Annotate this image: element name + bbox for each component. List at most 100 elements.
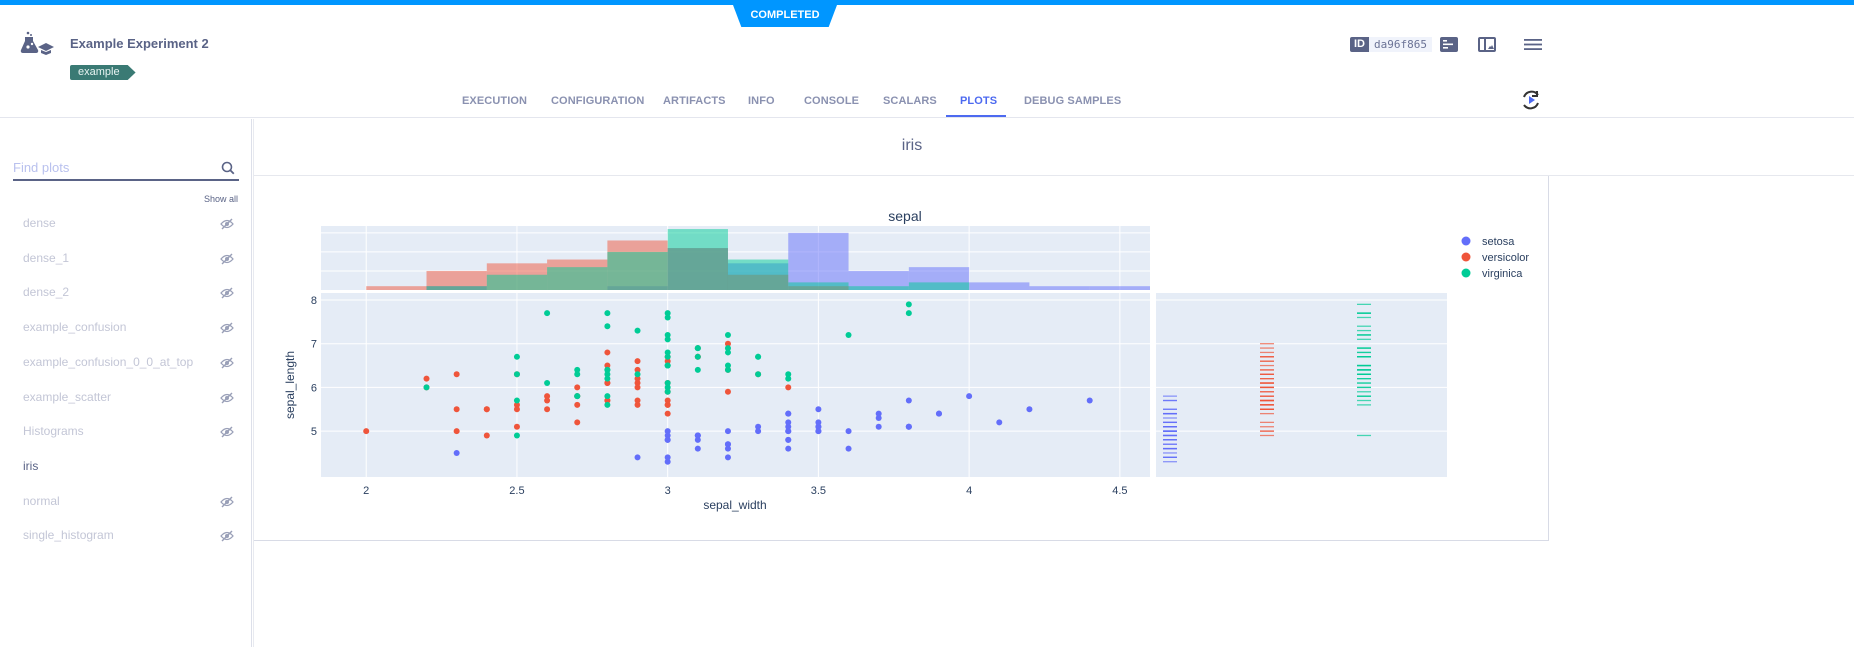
- eye-off-icon[interactable]: [220, 218, 234, 230]
- scatter-point-versicolor: [363, 428, 370, 435]
- auto-refresh-icon[interactable]: [1520, 89, 1542, 111]
- histogram-bar-setosa: [1029, 286, 1090, 290]
- scatter-point-versicolor: [785, 384, 792, 391]
- eye-off-icon[interactable]: [220, 426, 234, 438]
- scatter-point-setosa: [815, 419, 822, 426]
- scatter-point-setosa: [724, 454, 731, 461]
- eye-off-icon[interactable]: [220, 392, 234, 404]
- tab-artifacts[interactable]: ARTIFACTS: [663, 95, 726, 107]
- sidebar-item-dense_2[interactable]: dense_2: [23, 285, 70, 300]
- scatter-point-virginica: [513, 397, 520, 404]
- scatter-point-virginica: [574, 366, 581, 373]
- scatter-point-virginica: [604, 310, 611, 317]
- tab-info[interactable]: INFO: [748, 95, 775, 107]
- scatter-point-setosa: [785, 423, 792, 430]
- sidebar-item-example_confusion[interactable]: example_confusion: [23, 320, 127, 335]
- status-bar: [0, 0, 1854, 5]
- eye-off-icon[interactable]: [220, 253, 234, 265]
- tab-configuration[interactable]: CONFIGURATION: [551, 95, 645, 107]
- eye-off-icon[interactable]: [220, 322, 234, 334]
- scatter-point-versicolor: [544, 393, 551, 400]
- sidebar-item-dense[interactable]: dense: [23, 216, 56, 230]
- sidebar-item-iris[interactable]: iris: [23, 458, 39, 473]
- scatter-point-virginica: [664, 314, 671, 321]
- scatter-point-setosa: [453, 449, 460, 456]
- eye-off-icon[interactable]: [220, 357, 234, 369]
- scatter-point-virginica: [724, 331, 731, 338]
- tab-scalars[interactable]: SCALARS: [883, 95, 937, 107]
- scatter-point-setosa: [724, 428, 731, 435]
- scatter-point-versicolor: [513, 423, 520, 430]
- scatter-point-virginica: [423, 384, 430, 391]
- layout-icon[interactable]: [1478, 37, 1496, 52]
- menu-icon[interactable]: [1524, 37, 1542, 52]
- scatter-point-setosa: [694, 445, 701, 452]
- legend-marker-versicolor: [1461, 252, 1471, 262]
- scatter-point-virginica: [574, 371, 581, 378]
- scatter-point-versicolor: [724, 340, 731, 347]
- scatter-point-virginica: [694, 345, 701, 352]
- scatter-point-setosa: [694, 436, 701, 443]
- eye-off-icon[interactable]: [220, 496, 234, 508]
- legend-label-virginica[interactable]: virginica: [1482, 268, 1523, 280]
- id-label: ID: [1350, 37, 1369, 52]
- scatter-point-versicolor: [664, 401, 671, 408]
- show-all-link[interactable]: Show all: [204, 194, 239, 204]
- search-icon[interactable]: [221, 161, 235, 175]
- scatter-point-virginica: [634, 327, 641, 334]
- sidebar-item-histograms[interactable]: Histograms: [23, 424, 84, 439]
- scatter-point-versicolor: [544, 397, 551, 404]
- scatter-point-setosa: [815, 423, 822, 430]
- histogram-bar-setosa: [969, 282, 1030, 290]
- tag-badge[interactable]: example: [70, 65, 136, 80]
- tab-plots[interactable]: PLOTS: [960, 95, 998, 107]
- sidebar-item-example_confusion_0_0_at_top[interactable]: example_confusion_0_0_at_top: [23, 354, 194, 369]
- scatter-point-versicolor: [483, 432, 490, 439]
- x-tick-label: 2.5: [509, 485, 524, 497]
- scatter-point-versicolor: [453, 371, 460, 378]
- status-badge: COMPLETED: [733, 5, 837, 27]
- tab-debug-samples[interactable]: DEBUG SAMPLES: [1024, 95, 1122, 107]
- scatter-point-virginica: [724, 362, 731, 369]
- scatter-point-setosa: [664, 428, 671, 435]
- scatter-point-virginica: [574, 393, 581, 400]
- tab-execution[interactable]: EXECUTION: [462, 95, 528, 107]
- scatter-point-virginica: [634, 371, 641, 378]
- scatter-point-virginica: [664, 349, 671, 356]
- scatter-point-versicolor: [513, 406, 520, 413]
- find-plots-input[interactable]: Find plots: [13, 158, 239, 181]
- scatter-point-virginica: [694, 353, 701, 360]
- scatter-point-versicolor: [544, 406, 551, 413]
- sidebar-item-example_scatter[interactable]: example_scatter: [23, 389, 112, 404]
- histogram-bar-virginica: [667, 229, 728, 290]
- scatter-point-versicolor: [664, 410, 671, 417]
- y-tick-label: 8: [311, 295, 317, 307]
- legend-label-setosa[interactable]: setosa: [1482, 236, 1515, 248]
- eye-off-icon[interactable]: [220, 287, 234, 299]
- scatter-point-versicolor: [634, 375, 641, 382]
- details-panel-icon[interactable]: [1440, 37, 1458, 52]
- legend-label-versicolor[interactable]: versicolor: [1482, 252, 1529, 264]
- scatter-point-virginica: [664, 331, 671, 338]
- histogram-bar-virginica: [848, 286, 909, 290]
- scatter-point-versicolor: [604, 362, 611, 369]
- scatter-point-versicolor: [513, 401, 520, 408]
- plot-card-border: [254, 540, 1549, 541]
- sidebar-item-single_histogram[interactable]: single_histogram: [23, 528, 114, 543]
- eye-off-icon[interactable]: [220, 530, 234, 542]
- scatter-point-setosa: [724, 445, 731, 452]
- histogram-bar-virginica: [426, 286, 487, 290]
- scatter-point-versicolor: [453, 428, 460, 435]
- y-tick-label: 7: [311, 339, 317, 351]
- tab-console[interactable]: CONSOLE: [804, 95, 860, 107]
- sidebar-item-dense_1[interactable]: dense_1: [23, 250, 70, 265]
- id-value: da96f865: [1369, 37, 1432, 52]
- scatter-point-virginica: [604, 366, 611, 373]
- sidebar-item-normal[interactable]: normal: [23, 493, 60, 508]
- scatter-point-virginica: [604, 393, 611, 400]
- histogram-bar-setosa: [788, 232, 849, 290]
- id-badge[interactable]: ID da96f865: [1350, 37, 1432, 52]
- x-tick-label: 2: [363, 485, 369, 497]
- scatter-point-virginica: [664, 384, 671, 391]
